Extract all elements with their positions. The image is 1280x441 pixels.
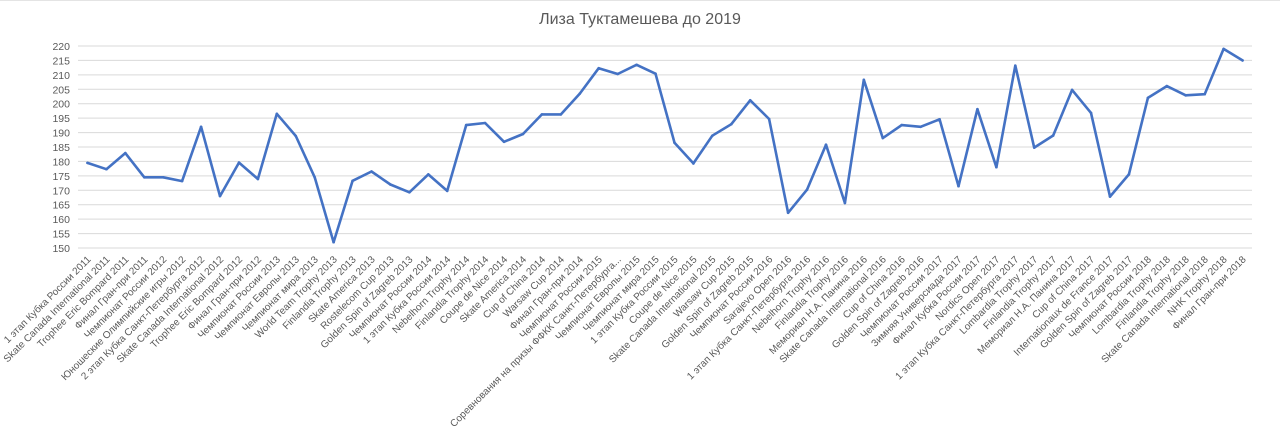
data-point bbox=[1222, 47, 1225, 51]
data-point bbox=[711, 134, 714, 138]
data-point bbox=[957, 184, 960, 188]
data-point bbox=[1203, 92, 1206, 96]
data-point bbox=[824, 143, 828, 146]
data-point bbox=[1089, 111, 1093, 115]
y-tick-label: 150 bbox=[52, 243, 70, 255]
data-point bbox=[142, 176, 146, 179]
data-point bbox=[578, 92, 582, 95]
data-point bbox=[1051, 134, 1055, 137]
data-point bbox=[673, 141, 676, 144]
y-tick-label: 155 bbox=[52, 229, 70, 241]
data-point bbox=[976, 107, 979, 111]
data-point bbox=[938, 117, 941, 121]
data-point bbox=[540, 113, 544, 116]
data-point bbox=[389, 183, 392, 186]
data-point bbox=[1146, 96, 1150, 100]
data-point bbox=[1127, 173, 1131, 176]
data-point bbox=[843, 201, 847, 205]
data-point bbox=[805, 188, 809, 192]
data-point bbox=[521, 132, 525, 136]
data-point bbox=[294, 134, 298, 138]
data-point bbox=[635, 63, 638, 67]
y-tick-label: 160 bbox=[52, 214, 70, 226]
data-point bbox=[767, 117, 771, 121]
data-point bbox=[502, 140, 506, 144]
data-point bbox=[1108, 195, 1112, 198]
data-point bbox=[161, 176, 165, 179]
data-point bbox=[597, 66, 601, 70]
data-point bbox=[199, 125, 203, 129]
data-point bbox=[218, 194, 222, 198]
data-point bbox=[105, 167, 108, 171]
data-point bbox=[332, 240, 335, 244]
y-tick-label: 215 bbox=[52, 55, 70, 67]
y-tick-label: 170 bbox=[52, 185, 70, 197]
data-point bbox=[881, 136, 885, 140]
data-point bbox=[464, 123, 468, 127]
data-point bbox=[180, 179, 184, 183]
data-point bbox=[237, 161, 241, 164]
data-point bbox=[445, 189, 449, 193]
series-line bbox=[86, 47, 1244, 244]
data-point bbox=[256, 177, 260, 181]
data-point bbox=[559, 113, 563, 116]
data-point bbox=[692, 162, 695, 165]
data-point bbox=[1070, 88, 1074, 92]
y-tick-label: 165 bbox=[52, 200, 70, 212]
y-tick-label: 195 bbox=[52, 113, 70, 125]
data-point bbox=[1184, 94, 1188, 97]
y-tick-label: 190 bbox=[52, 128, 70, 140]
data-point bbox=[408, 191, 411, 194]
data-point bbox=[1165, 84, 1169, 88]
data-point bbox=[616, 72, 619, 76]
data-point bbox=[919, 125, 922, 129]
data-point bbox=[313, 176, 316, 179]
y-tick-label: 185 bbox=[52, 142, 70, 154]
data-point bbox=[370, 170, 373, 173]
chart-title: Лиза Туктамешева до 2019 bbox=[539, 11, 741, 28]
data-point bbox=[427, 173, 430, 176]
data-point bbox=[1014, 64, 1017, 67]
data-point bbox=[729, 122, 733, 126]
data-point bbox=[483, 121, 487, 125]
data-point bbox=[1032, 146, 1036, 149]
data-point bbox=[275, 112, 279, 116]
y-tick-label: 200 bbox=[52, 99, 70, 111]
y-tick-label: 210 bbox=[52, 70, 70, 82]
data-point bbox=[748, 98, 752, 102]
data-point bbox=[1241, 59, 1244, 62]
y-tick-label: 175 bbox=[52, 171, 70, 183]
y-tick-label: 180 bbox=[52, 156, 70, 168]
data-point bbox=[124, 151, 127, 155]
y-tick-label: 205 bbox=[52, 84, 70, 96]
data-point bbox=[995, 165, 998, 169]
data-point bbox=[351, 179, 354, 183]
y-tick-label: 220 bbox=[52, 41, 70, 53]
data-point bbox=[786, 211, 790, 215]
data-point bbox=[900, 123, 903, 127]
data-point bbox=[86, 161, 89, 165]
data-point bbox=[654, 72, 657, 76]
data-point bbox=[862, 78, 866, 82]
